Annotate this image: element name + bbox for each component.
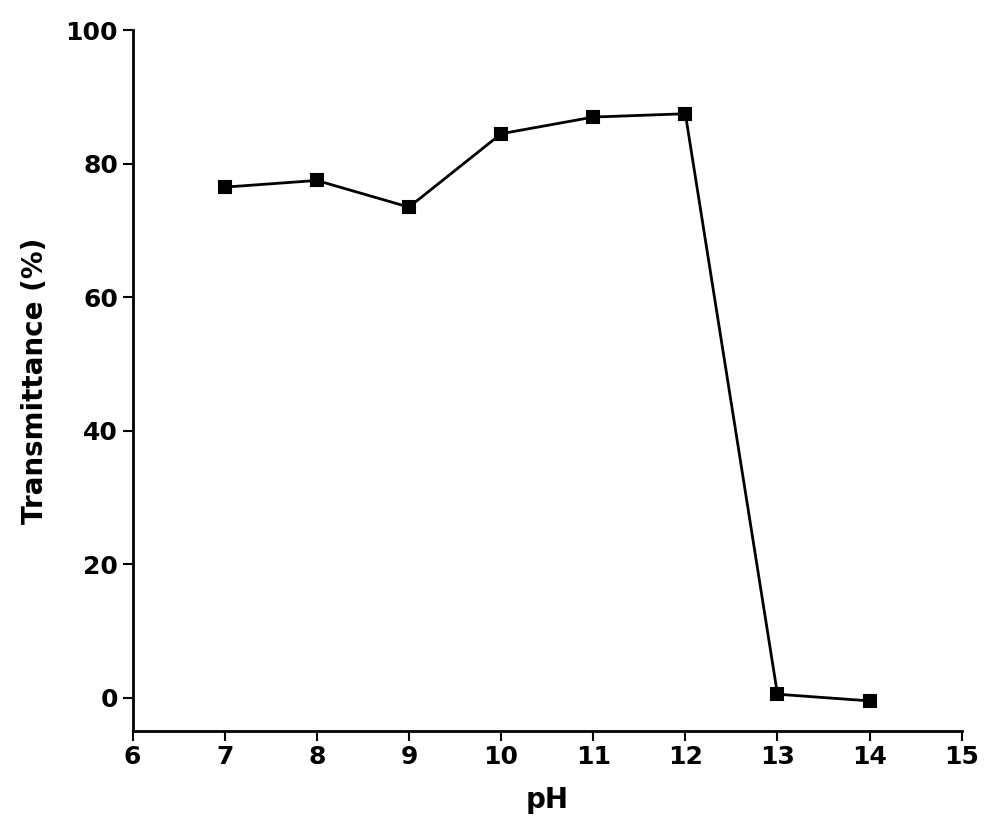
X-axis label: pH: pH	[526, 787, 569, 814]
Y-axis label: Transmittance (%): Transmittance (%)	[21, 237, 49, 524]
